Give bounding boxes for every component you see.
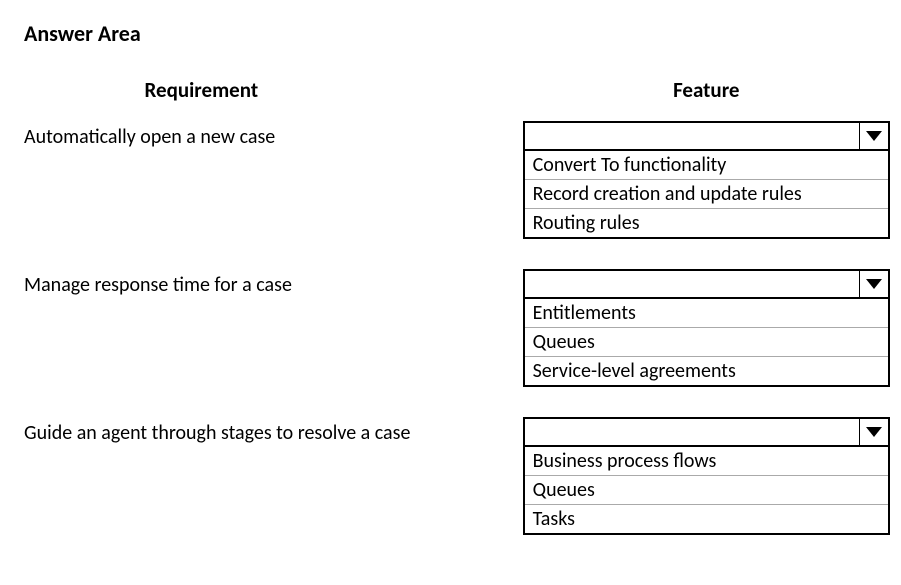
dropdown-option[interactable]: Record creation and update rules <box>525 180 888 209</box>
dropdown-toggle[interactable] <box>859 123 888 149</box>
requirement-text: Guide an agent through stages to resolve… <box>20 417 523 565</box>
feature-cell: Convert To functionality Record creation… <box>523 121 890 269</box>
dropdown-option[interactable]: Tasks <box>525 505 888 533</box>
dropdown-options: Business process flows Queues Tasks <box>523 447 890 535</box>
feature-cell: Entitlements Queues Service-level agreem… <box>523 269 890 417</box>
chevron-down-icon <box>866 131 882 141</box>
chevron-down-icon <box>866 427 882 437</box>
dropdown-toggle[interactable] <box>859 271 888 297</box>
table-row: Automatically open a new case Convert To… <box>20 121 890 269</box>
feature-dropdown[interactable] <box>523 121 890 151</box>
dropdown-option[interactable]: Queues <box>525 476 888 505</box>
requirement-text: Manage response time for a case <box>20 269 523 417</box>
chevron-down-icon <box>866 279 882 289</box>
answer-table: Requirement Feature Automatically open a… <box>20 77 890 565</box>
feature-cell: Business process flows Queues Tasks <box>523 417 890 565</box>
dropdown-option[interactable]: Business process flows <box>525 447 888 476</box>
dropdown-option[interactable]: Service-level agreements <box>525 357 888 385</box>
header-feature: Feature <box>523 77 890 121</box>
dropdown-option[interactable]: Queues <box>525 328 888 357</box>
header-requirement: Requirement <box>20 77 523 121</box>
table-row: Guide an agent through stages to resolve… <box>20 417 890 565</box>
page-title: Answer Area <box>24 20 881 47</box>
header-row: Requirement Feature <box>20 77 890 121</box>
dropdown-option[interactable]: Convert To functionality <box>525 151 888 180</box>
dropdown-options: Entitlements Queues Service-level agreem… <box>523 299 890 387</box>
feature-dropdown[interactable] <box>523 417 890 447</box>
table-row: Manage response time for a case Entitlem… <box>20 269 890 417</box>
dropdown-toggle[interactable] <box>859 419 888 445</box>
dropdown-options: Convert To functionality Record creation… <box>523 151 890 239</box>
dropdown-option[interactable]: Entitlements <box>525 299 888 328</box>
feature-dropdown[interactable] <box>523 269 890 299</box>
dropdown-option[interactable]: Routing rules <box>525 209 888 237</box>
requirement-text: Automatically open a new case <box>20 121 523 269</box>
